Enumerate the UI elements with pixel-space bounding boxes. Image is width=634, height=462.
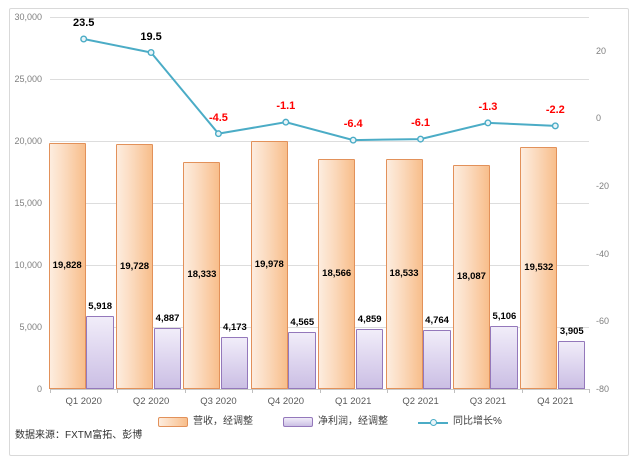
y-axis-right-tick: -60	[596, 316, 610, 327]
profit-bar	[423, 329, 451, 389]
legend-label-profit: 净利润，经调整	[318, 416, 388, 427]
growth-value-label: -6.1	[411, 117, 431, 130]
revenue-bar	[48, 143, 86, 389]
profit-swatch-icon	[283, 417, 313, 427]
gridline	[50, 79, 589, 80]
y-axis-right-tick: -80	[596, 384, 610, 394]
y-axis-left-tick: 20,000	[14, 136, 42, 146]
x-axis-tick-mark	[50, 389, 51, 393]
y-axis-left-tick: 15,000	[14, 198, 42, 208]
growth-value-label: -6.4	[343, 118, 363, 131]
growth-value-label: -4.5	[208, 111, 228, 124]
x-axis-label: Q1 2021	[334, 396, 372, 407]
x-axis-tick-mark	[386, 389, 388, 393]
x-axis-tick-mark	[454, 389, 456, 393]
x-axis-tick-mark	[589, 389, 590, 393]
profit-value-label: 3,905	[559, 325, 584, 337]
x-axis-label: Q2 2020	[132, 396, 170, 407]
growth-value-label: -1.3	[478, 100, 498, 113]
revenue-value-label: 19,828	[52, 260, 82, 272]
revenue-value-label: 18,566	[322, 267, 352, 279]
profit-bar	[355, 328, 384, 389]
revenue-bar	[183, 161, 221, 389]
growth-line-swatch-icon	[418, 417, 448, 427]
x-axis-tick-mark	[252, 389, 254, 393]
profit-bar	[220, 337, 249, 389]
revenue-bar	[116, 144, 154, 389]
growth-value-label: 23.5	[72, 16, 95, 29]
revenue-bar	[385, 159, 423, 389]
revenue-swatch-icon	[158, 417, 188, 427]
y-axis-left-tick: 0	[36, 384, 42, 394]
revenue-bar	[452, 164, 490, 389]
profit-value-label: 4,173	[223, 322, 247, 334]
revenue-bar	[318, 158, 356, 389]
profit-value-label: 5,918	[88, 300, 113, 312]
revenue-value-label: 18,087	[456, 270, 486, 282]
y-axis-left-tick: 10,000	[14, 260, 42, 270]
legend: 营收，经调整 净利润，经调整 同比增长%	[158, 415, 502, 429]
legend-label-growth: 同比增长%	[453, 416, 502, 427]
revenue-value-label: 18,533	[389, 268, 419, 280]
revenue-value-label: 18,333	[187, 269, 217, 281]
y-axis-right-tick: 0	[596, 113, 602, 124]
revenue-value-label: 19,532	[524, 261, 554, 273]
profit-value-label: 4,887	[155, 313, 180, 325]
profit-value-label: 4,565	[290, 317, 315, 329]
x-axis-tick-mark	[319, 389, 321, 393]
x-axis-label: Q4 2021	[537, 396, 574, 407]
profit-bar	[490, 325, 518, 389]
profit-value-label: 4,859	[357, 313, 382, 325]
source-note: 数据来源：FXTM富拓、彭博	[15, 430, 143, 441]
y-axis-left-tick: 25,000	[14, 74, 42, 84]
legend-item-revenue: 营收，经调整	[158, 415, 253, 429]
growth-value-label: -2.2	[545, 103, 565, 116]
x-axis-label: Q3 2021	[469, 396, 507, 407]
revenue-bar	[250, 141, 288, 389]
profit-bar	[288, 332, 316, 389]
x-axis-tick-mark	[117, 389, 119, 393]
profit-bar	[86, 315, 114, 389]
y-axis-left-tick: 5,000	[19, 322, 42, 332]
legend-label-revenue: 营收，经调整	[193, 416, 253, 427]
y-axis-right-tick: -20	[596, 181, 610, 192]
y-axis-right-tick: -40	[596, 248, 610, 259]
gridline	[50, 141, 589, 142]
x-axis-label: Q4 2020	[267, 396, 305, 407]
gridline	[50, 17, 589, 18]
x-axis-label: Q3 2020	[200, 396, 237, 407]
profit-bar	[557, 340, 586, 389]
profit-value-label: 5,106	[492, 310, 517, 322]
y-axis-left-tick: 30,000	[14, 12, 42, 22]
profit-bar	[153, 328, 182, 389]
revenue-bar	[520, 146, 558, 389]
x-axis-tick-mark	[521, 389, 523, 393]
legend-item-profit: 净利润，经调整	[283, 415, 388, 429]
growth-value-label: 19.5	[140, 30, 162, 43]
profit-value-label: 4,764	[425, 314, 449, 326]
y-axis-right-tick: 20	[596, 45, 607, 56]
legend-item-growth: 同比增长%	[418, 415, 502, 429]
revenue-value-label: 19,728	[120, 260, 150, 272]
x-axis-tick-mark	[184, 389, 186, 393]
x-axis-label: Q2 2021	[402, 396, 439, 407]
revenue-value-label: 19,978	[254, 259, 284, 271]
x-axis-label: Q1 2020	[65, 396, 102, 407]
growth-value-label: -1.1	[276, 100, 296, 113]
